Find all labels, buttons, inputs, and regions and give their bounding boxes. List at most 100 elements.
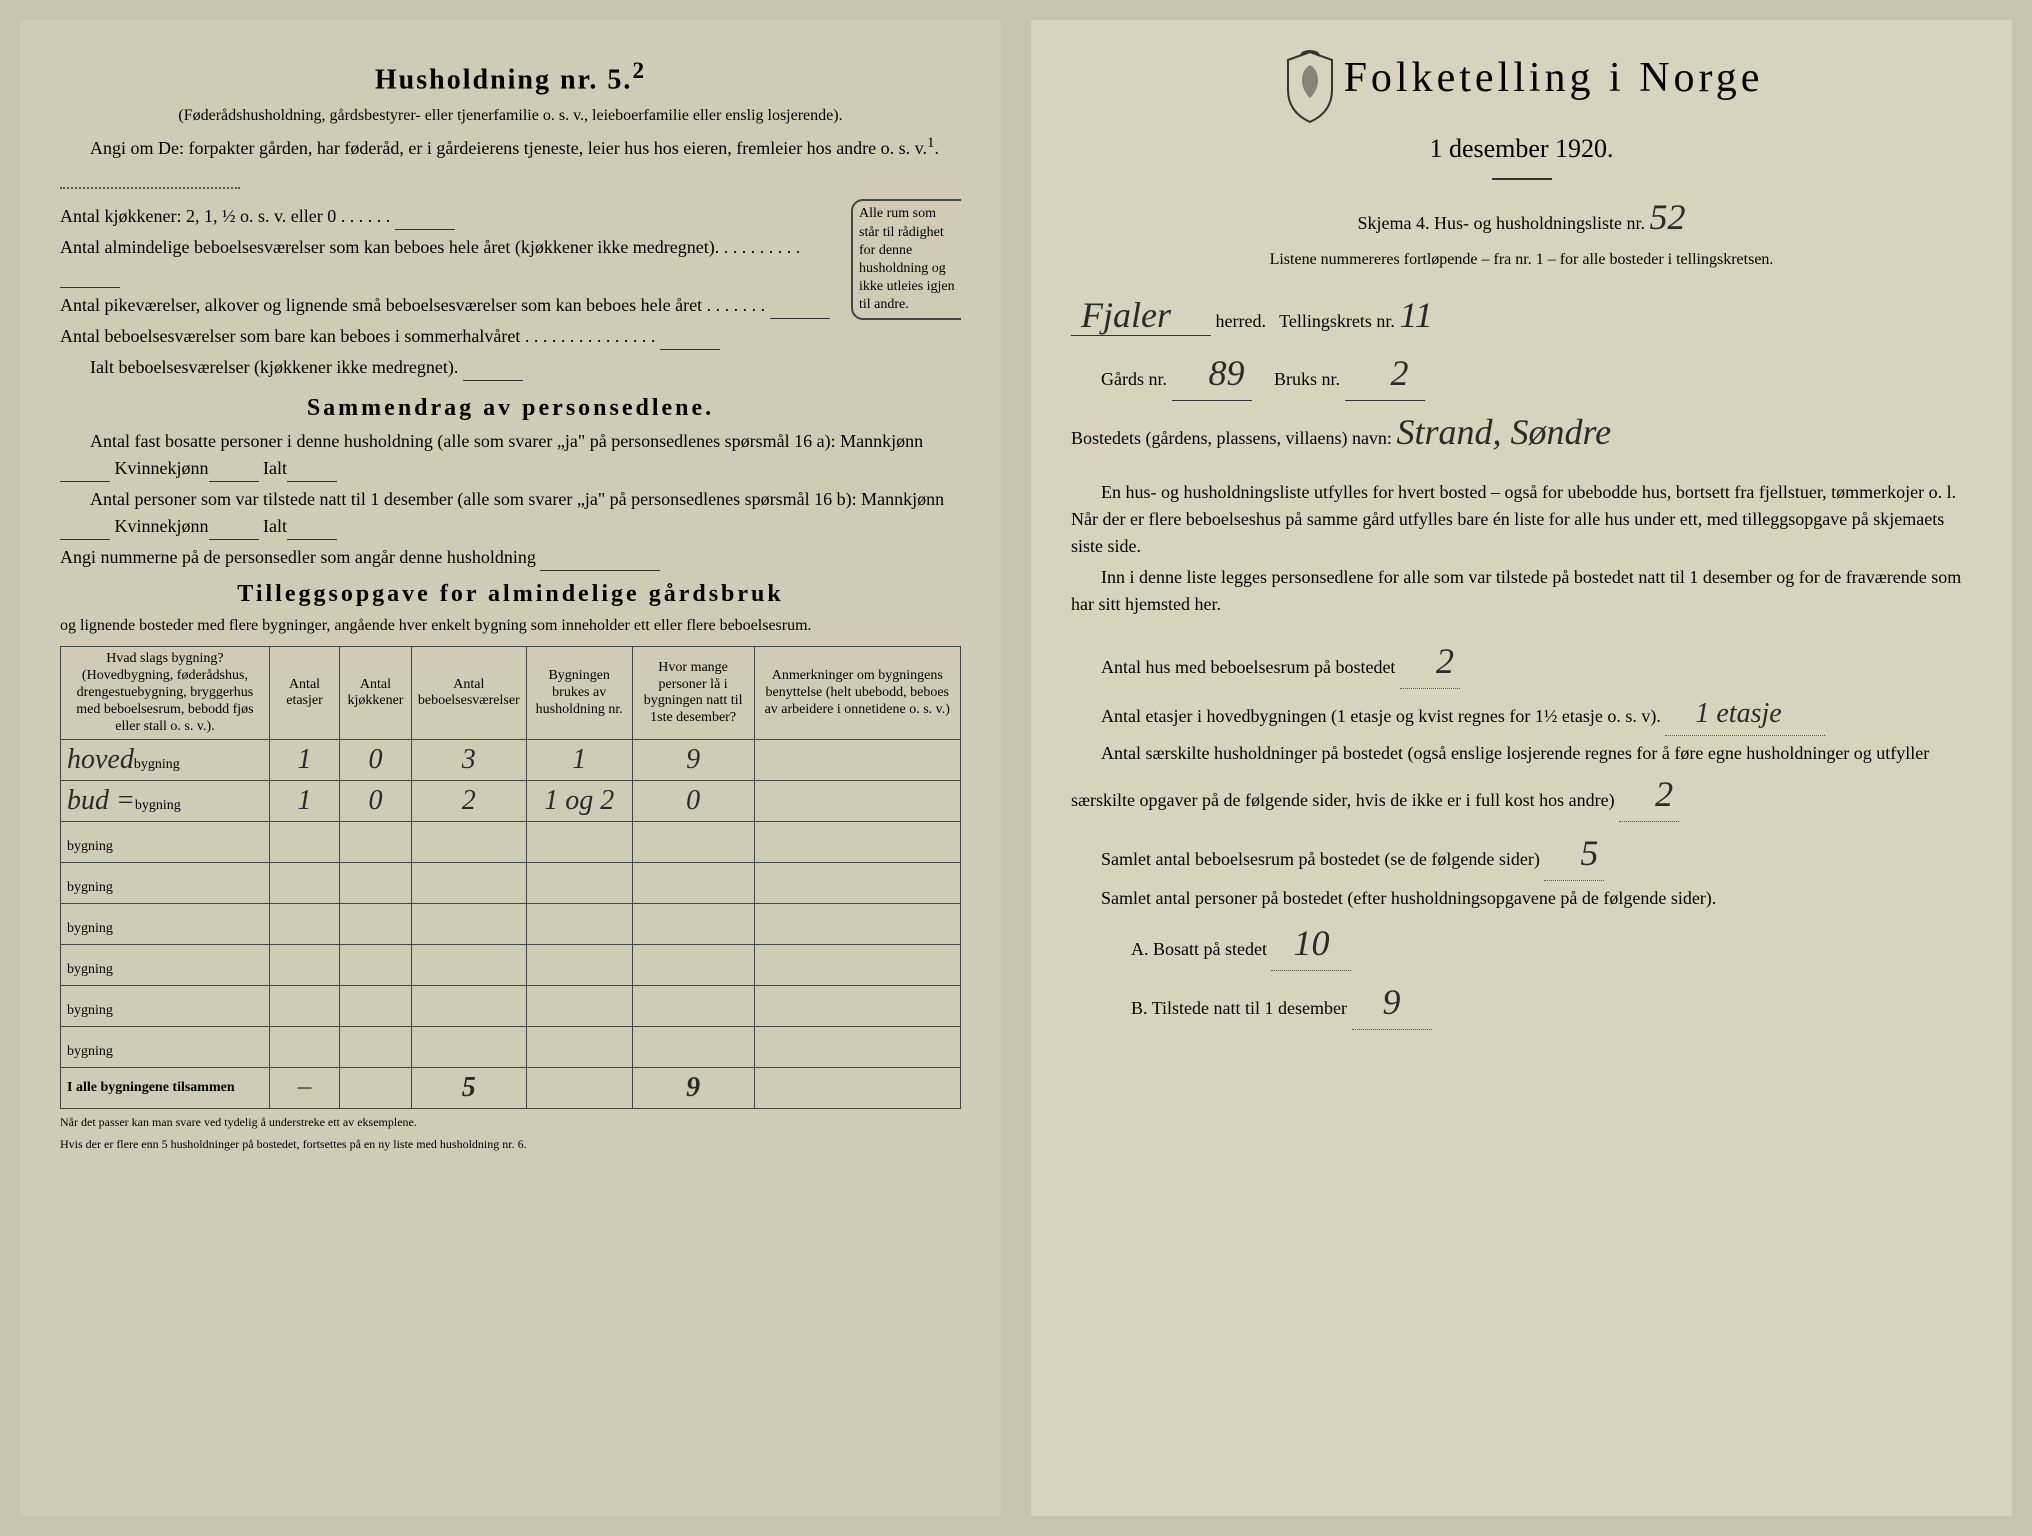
listene-text: Listene nummereres fortløpende – fra nr.… xyxy=(1071,248,1972,272)
row-name: bygning xyxy=(61,822,270,863)
tellingskrets-value: 11 xyxy=(1399,295,1432,335)
col-vaer: Antal beboelsesværelser xyxy=(411,647,526,740)
household-5-title: Husholdning nr. 5.2 xyxy=(60,58,961,96)
herred-line: Fjaler herred. Tellingskrets nr. 11 xyxy=(1071,288,1972,342)
bosatt-value: 10 xyxy=(1271,916,1351,971)
para-2: Inn i denne liste legges personsedlene f… xyxy=(1071,564,1972,618)
table-row: bygning xyxy=(61,1027,961,1068)
col-bygning: Hvad slags bygning? (Hovedbygning, føder… xyxy=(61,647,270,740)
bruks-value: 2 xyxy=(1345,346,1425,401)
para-1: En hus- og husholdningsliste utfylles fo… xyxy=(1071,479,1972,560)
bosted-value: Strand, Søndre xyxy=(1396,412,1611,452)
divider-icon xyxy=(1492,178,1552,180)
header-block: Folketelling i Norge xyxy=(1071,50,1972,125)
row-kjokken: 0 xyxy=(340,740,412,781)
row-vaer xyxy=(411,945,526,986)
sammendrag-title: Sammendrag av personsedlene. xyxy=(60,395,961,422)
row-anm xyxy=(754,945,961,986)
bosatt-line: A. Bosatt på stedet 10 xyxy=(1131,916,1972,971)
saer-value: 2 xyxy=(1619,767,1679,822)
table-row: hovedbygning 1 0 3 1 9 xyxy=(61,740,961,781)
rooms-line-3: Antal beboelsesværelser som bare kan beb… xyxy=(60,323,843,350)
row-kjokken xyxy=(340,945,412,986)
row-hush: 1 og 2 xyxy=(526,781,632,822)
row-pers xyxy=(632,904,754,945)
skjema-line: Skjema 4. Hus- og husholdningsliste nr. … xyxy=(1071,190,1972,244)
row-pers xyxy=(632,822,754,863)
row-name: bygning xyxy=(61,945,270,986)
subtitle: 1 desember 1920. xyxy=(1071,129,1972,168)
table-row: bygning xyxy=(61,863,961,904)
main-title: Folketelling i Norge xyxy=(1344,55,1764,101)
footnote-2: Hvis der er flere enn 5 husholdninger på… xyxy=(60,1137,961,1153)
row-kjokken xyxy=(340,986,412,1027)
row-vaer xyxy=(411,1027,526,1068)
footer-label: I alle bygningene tilsammen xyxy=(61,1068,270,1109)
row-name: bygning xyxy=(61,986,270,1027)
row-etasjer: 1 xyxy=(269,781,339,822)
row-hush xyxy=(526,945,632,986)
row-pers: 0 xyxy=(632,781,754,822)
saerskilte-line: Antal særskilte husholdninger på bostede… xyxy=(1071,740,1972,822)
kitchens-line: Antal kjøkkener: 2, 1, ½ o. s. v. eller … xyxy=(60,203,843,230)
row-anm xyxy=(754,986,961,1027)
col-pers: Hvor mange personer lå i bygningen natt … xyxy=(632,647,754,740)
row-anm xyxy=(754,740,961,781)
row-anm xyxy=(754,1027,961,1068)
row-hush xyxy=(526,1027,632,1068)
right-page: Folketelling i Norge 1 desember 1920. Sk… xyxy=(1031,20,2012,1516)
tillegg-title: Tilleggsopgave for almindelige gårdsbruk xyxy=(60,581,961,608)
row-kjokken xyxy=(340,822,412,863)
row-vaer: 2 xyxy=(411,781,526,822)
row-etasjer xyxy=(269,863,339,904)
table-row: bygning xyxy=(61,822,961,863)
angi-line: Angi om De: forpakter gården, har føderå… xyxy=(60,132,961,189)
bracket-note: Alle rum som står til rådighet for denne… xyxy=(851,199,961,320)
row-hush: 1 xyxy=(526,740,632,781)
row-kjokken: 0 xyxy=(340,781,412,822)
footer-vaer: 5 xyxy=(411,1068,526,1109)
angi-num: Angi nummerne på de personsedler som ang… xyxy=(60,544,961,571)
row-hush xyxy=(526,986,632,1027)
row-vaer xyxy=(411,986,526,1027)
footnote-1: Når det passer kan man svare ved tydelig… xyxy=(60,1115,961,1131)
table-header-row: Hvad slags bygning? (Hovedbygning, føder… xyxy=(61,647,961,740)
herred-value: Fjaler xyxy=(1071,295,1211,336)
rooms-block: Antal kjøkkener: 2, 1, ½ o. s. v. eller … xyxy=(60,199,843,385)
rooms-line-2: Antal pikeværelser, alkover og lignende … xyxy=(60,292,843,319)
row-name: bygning xyxy=(61,863,270,904)
household-5-note: (Føderådshusholdning, gårdsbestyrer- ell… xyxy=(60,104,961,128)
footer-pers: 9 xyxy=(632,1068,754,1109)
row-etasjer xyxy=(269,986,339,1027)
buildings-table: Hvad slags bygning? (Hovedbygning, føder… xyxy=(60,646,961,1109)
tillegg-sub: og lignende bosteder med flere bygninger… xyxy=(60,614,961,638)
bosted-line: Bostedets (gårdens, plassens, villaens) … xyxy=(1071,405,1972,459)
sammendrag-1: Antal fast bosatte personer i denne hush… xyxy=(60,428,961,482)
footer-anm xyxy=(754,1068,961,1109)
rooms-total: Ialt beboelsesværelser (kjøkkener ikke m… xyxy=(60,354,843,381)
antal-hus-line: Antal hus med beboelsesrum på bostedet 2 xyxy=(1071,634,1972,689)
row-pers xyxy=(632,986,754,1027)
row-etasjer: 1 xyxy=(269,740,339,781)
row-hush xyxy=(526,822,632,863)
footer-etasjer: — xyxy=(269,1068,339,1109)
row-etasjer xyxy=(269,904,339,945)
tilstede-line: B. Tilstede natt til 1 desember 9 xyxy=(1131,975,1972,1030)
gards-line: Gårds nr. 89 Bruks nr. 2 xyxy=(1071,346,1972,401)
col-kjokken: Antal kjøkkener xyxy=(340,647,412,740)
row-vaer xyxy=(411,822,526,863)
table-row: bud =bygning 1 0 2 1 og 2 0 xyxy=(61,781,961,822)
table-row: bygning xyxy=(61,986,961,1027)
row-anm xyxy=(754,904,961,945)
col-etasjer: Antal etasjer xyxy=(269,647,339,740)
rooms-line-1: Antal almindelige beboelsesværelser som … xyxy=(60,234,843,288)
footer-kjokken xyxy=(340,1068,412,1109)
sammendrag-2: Antal personer som var tilstede natt til… xyxy=(60,486,961,540)
row-name: bud =bygning xyxy=(61,781,270,822)
etasjer-line: Antal etasjer i hovedbygningen (1 etasje… xyxy=(1071,693,1972,736)
etasjer-value: 1 etasje xyxy=(1665,693,1825,736)
row-name: bygning xyxy=(61,1027,270,1068)
row-name: bygning xyxy=(61,904,270,945)
row-etasjer xyxy=(269,945,339,986)
antal-hus-value: 2 xyxy=(1400,634,1460,689)
